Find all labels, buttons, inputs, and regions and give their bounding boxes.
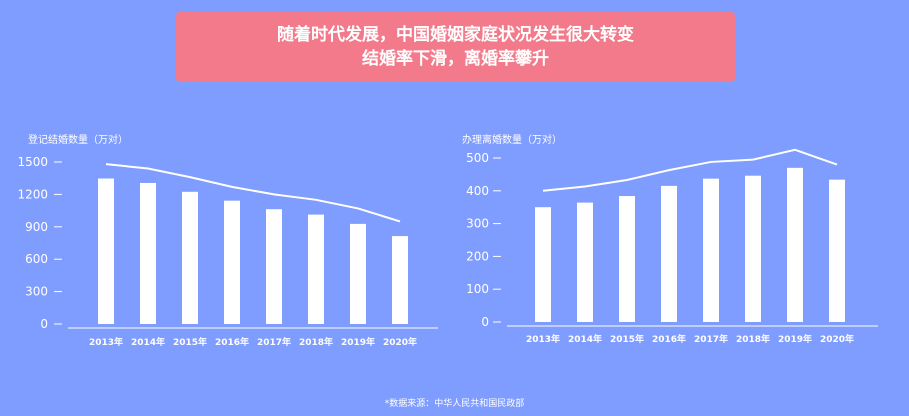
divorce-x-tick-label: 2018年 xyxy=(736,333,770,345)
marriage-bar-2017年 xyxy=(266,209,282,324)
marriage-x-tick-label: 2014年 xyxy=(131,336,165,348)
marriage-x-tick-label: 2017年 xyxy=(257,336,291,348)
divorce-y-tick-label: 300 xyxy=(466,217,489,231)
divorce-bar-2018年 xyxy=(745,175,761,322)
divorce-bar-2019年 xyxy=(787,167,803,322)
divorce-bar-2013年 xyxy=(535,207,551,322)
marriage-y-tick-label: 900 xyxy=(25,220,48,234)
marriage-y-tick-label: 1200 xyxy=(17,187,48,201)
marriage-chart-title: 登记结婚数量（万对） xyxy=(28,135,128,146)
divorce-x-tick-label: 2020年 xyxy=(820,333,854,345)
marriage-bar-2014年 xyxy=(140,182,156,324)
divorce-x-tick-label: 2019年 xyxy=(778,333,812,345)
marriage-bar-2019年 xyxy=(350,223,366,324)
marriage-bar-2015年 xyxy=(182,191,198,324)
divorce-y-tick-label: 100 xyxy=(466,282,489,296)
divorce-x-tick-label: 2015年 xyxy=(610,333,644,345)
banner-line-1: 随着时代发展，中国婚姻家庭状况发生很大转变 xyxy=(277,25,634,45)
divorce-x-tick-label: 2014年 xyxy=(568,333,602,345)
divorce-x-tick-label: 2013年 xyxy=(526,333,560,345)
marriage-y-tick-label: 0 xyxy=(40,317,48,331)
divorce-bar-2015年 xyxy=(619,196,635,322)
divorce-y-tick-label: 200 xyxy=(466,249,489,263)
marriage-bar-2018年 xyxy=(308,214,324,324)
marriage-x-tick-label: 2019年 xyxy=(341,336,375,348)
marriage-bar-2016年 xyxy=(224,200,240,324)
marriage-y-tick-label: 300 xyxy=(25,285,48,299)
divorce-bar-2020年 xyxy=(829,179,845,322)
divorce-y-tick-label: 400 xyxy=(466,184,489,198)
divorce-y-tick-label: 0 xyxy=(481,315,489,329)
marriage-x-tick-label: 2013年 xyxy=(89,336,123,348)
marriage-bar-2013年 xyxy=(98,178,114,324)
marriage-x-tick-label: 2020年 xyxy=(383,336,417,348)
marriage-bar-2020年 xyxy=(392,236,408,324)
marriage-trend-line xyxy=(105,163,401,223)
divorce-bar-2017年 xyxy=(703,178,719,322)
title-banner: 随着时代发展，中国婚姻家庭状况发生很大转变 结婚率下滑，离婚率攀升 xyxy=(176,12,735,82)
marriage-x-tick-label: 2016年 xyxy=(215,336,249,348)
marriage-x-tick-label: 2015年 xyxy=(173,336,207,348)
divorce-chart-title: 办理离婚数量（万对） xyxy=(462,135,562,146)
marriage-x-tick-label: 2018年 xyxy=(299,336,333,348)
banner-line-2: 结婚率下滑，离婚率攀升 xyxy=(362,49,549,69)
divorce-trend-line xyxy=(542,148,838,192)
marriage-y-tick-label: 1500 xyxy=(17,155,48,169)
divorce-bar-2016年 xyxy=(661,185,677,322)
divorce-bar-2014年 xyxy=(577,202,593,322)
divorce-x-tick-label: 2017年 xyxy=(694,333,728,345)
marriage-y-tick-label: 600 xyxy=(25,252,48,266)
data-source-note: *数据来源：中华人民共和国民政部 xyxy=(384,399,525,409)
divorce-y-tick-label: 500 xyxy=(466,151,489,165)
divorce-x-tick-label: 2016年 xyxy=(652,333,686,345)
